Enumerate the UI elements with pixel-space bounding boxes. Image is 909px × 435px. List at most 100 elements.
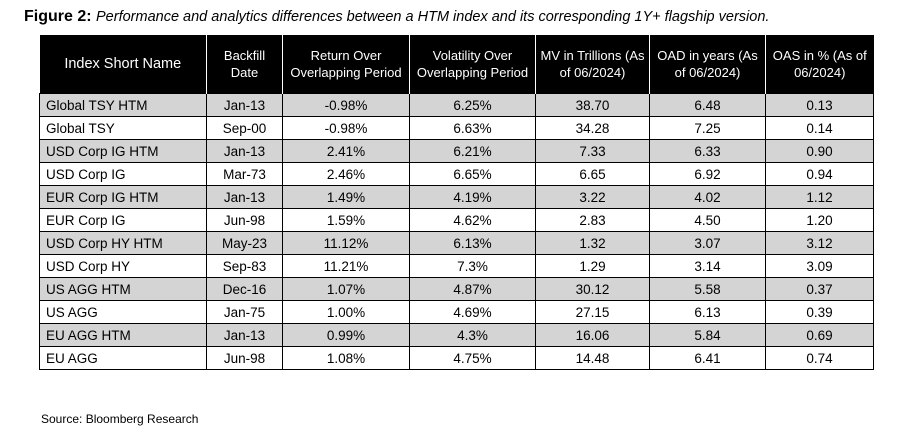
cell-index-name: USD Corp IG <box>39 162 207 186</box>
cell-return: 1.59% <box>282 208 410 232</box>
cell-backfill-date: Sep-83 <box>206 254 283 278</box>
cell-backfill-date: Sep-00 <box>206 116 283 140</box>
cell-index-name: Global TSY HTM <box>39 93 207 117</box>
cell-mv: 27.15 <box>535 300 650 324</box>
header-return: Return Over Overlapping Period <box>282 35 410 94</box>
cell-index-name: USD Corp IG HTM <box>39 139 207 163</box>
cell-volatility: 4.19% <box>409 185 536 209</box>
cell-oad: 6.13 <box>649 300 766 324</box>
cell-backfill-date: Jan-13 <box>206 93 283 117</box>
cell-volatility: 4.62% <box>409 208 536 232</box>
cell-return: 2.46% <box>282 162 410 186</box>
header-oas: OAS in % (As of 06/2024) <box>765 35 874 94</box>
table-row: EUR Corp IG HTM Jan-13 1.49% 4.19% 3.22 4.02 1… <box>39 185 874 209</box>
cell-backfill-date: Jan-13 <box>206 139 283 163</box>
cell-oad: 7.25 <box>649 116 766 140</box>
cell-return: 1.07% <box>282 277 410 301</box>
cell-mv: 16.06 <box>535 323 650 347</box>
cell-mv: 38.70 <box>535 93 650 117</box>
cell-mv: 2.83 <box>535 208 650 232</box>
cell-oas: 0.39 <box>765 300 874 324</box>
source-note: Source: Bloomberg Research <box>41 412 199 426</box>
header-volatility: Volatility Over Overlapping Period <box>409 35 536 94</box>
cell-index-name: Global TSY <box>39 116 207 140</box>
cell-oad: 4.02 <box>649 185 766 209</box>
cell-return: -0.98% <box>282 116 410 140</box>
cell-mv: 1.32 <box>535 231 650 255</box>
comparison-table: Index Short Name Backfill Date Return Ov… <box>39 35 874 370</box>
cell-oad: 6.41 <box>649 346 766 370</box>
table-row: USD Corp HY HTM May-23 11.12% 6.13% 1.32 3.07… <box>39 231 874 255</box>
table-row: US AGG Jan-75 1.00% 4.69% 27.15 6.13 0.39 <box>39 300 874 324</box>
header-index-name: Index Short Name <box>39 35 207 94</box>
table-row: USD Corp IG Mar-73 2.46% 6.65% 6.65 6.92 0.94 <box>39 162 874 186</box>
table-row: EUR Corp IG Jun-98 1.59% 4.62% 2.83 4.50 1.20 <box>39 208 874 232</box>
cell-mv: 34.28 <box>535 116 650 140</box>
cell-return: 1.49% <box>282 185 410 209</box>
figure-caption: Figure 2: Performance and analytics diff… <box>24 8 769 26</box>
cell-index-name: USD Corp HY HTM <box>39 231 207 255</box>
cell-backfill-date: Mar-73 <box>206 162 283 186</box>
cell-mv: 7.33 <box>535 139 650 163</box>
header-oad: OAD in years (As of 06/2024) <box>649 35 766 94</box>
table-row: EU AGG HTM Jan-13 0.99% 4.3% 16.06 5.84 0.69 <box>39 323 874 347</box>
cell-oad: 5.84 <box>649 323 766 347</box>
cell-oas: 0.37 <box>765 277 874 301</box>
cell-volatility: 6.13% <box>409 231 536 255</box>
cell-oas: 0.14 <box>765 116 874 140</box>
cell-volatility: 7.3% <box>409 254 536 278</box>
cell-backfill-date: Jun-98 <box>206 208 283 232</box>
cell-oas: 1.20 <box>765 208 874 232</box>
cell-return: 0.99% <box>282 323 410 347</box>
cell-return: 1.00% <box>282 300 410 324</box>
cell-volatility: 4.75% <box>409 346 536 370</box>
cell-index-name: EU AGG HTM <box>39 323 207 347</box>
cell-oas: 0.90 <box>765 139 874 163</box>
header-backfill-date: Backfill Date <box>206 35 283 94</box>
cell-volatility: 4.87% <box>409 277 536 301</box>
cell-oas: 0.74 <box>765 346 874 370</box>
cell-return: -0.98% <box>282 93 410 117</box>
cell-volatility: 4.3% <box>409 323 536 347</box>
table-body: Global TSY HTM Jan-13 -0.98% 6.25% 38.70 6.48… <box>39 93 874 370</box>
cell-index-name: EUR Corp IG HTM <box>39 185 207 209</box>
cell-backfill-date: Jan-13 <box>206 323 283 347</box>
cell-oad: 4.50 <box>649 208 766 232</box>
cell-backfill-date: Jun-98 <box>206 346 283 370</box>
figure-label: Figure 2: <box>24 8 92 25</box>
cell-oad: 3.07 <box>649 231 766 255</box>
cell-volatility: 4.69% <box>409 300 536 324</box>
cell-oad: 6.92 <box>649 162 766 186</box>
cell-oas: 0.69 <box>765 323 874 347</box>
cell-oad: 6.48 <box>649 93 766 117</box>
cell-backfill-date: Jan-13 <box>206 185 283 209</box>
cell-index-name: EUR Corp IG <box>39 208 207 232</box>
cell-volatility: 6.25% <box>409 93 536 117</box>
cell-oas: 3.09 <box>765 254 874 278</box>
figure-title: Performance and analytics differences be… <box>96 9 770 25</box>
cell-mv: 6.65 <box>535 162 650 186</box>
cell-volatility: 6.21% <box>409 139 536 163</box>
cell-return: 11.21% <box>282 254 410 278</box>
cell-oas: 0.94 <box>765 162 874 186</box>
cell-oas: 1.12 <box>765 185 874 209</box>
cell-mv: 30.12 <box>535 277 650 301</box>
header-row: Index Short Name Backfill Date Return Ov… <box>39 35 874 94</box>
cell-oas: 0.13 <box>765 93 874 117</box>
cell-index-name: EU AGG <box>39 346 207 370</box>
cell-backfill-date: Dec-16 <box>206 277 283 301</box>
cell-oad: 3.14 <box>649 254 766 278</box>
cell-oas: 3.12 <box>765 231 874 255</box>
cell-backfill-date: May-23 <box>206 231 283 255</box>
table-row: Global TSY Sep-00 -0.98% 6.63% 34.28 7.25 0.14 <box>39 116 874 140</box>
cell-mv: 3.22 <box>535 185 650 209</box>
table-row: USD Corp IG HTM Jan-13 2.41% 6.21% 7.33 6.33 0… <box>39 139 874 163</box>
header-mv: MV in Trillions (As of 06/2024) <box>535 35 650 94</box>
cell-oad: 5.58 <box>649 277 766 301</box>
cell-volatility: 6.65% <box>409 162 536 186</box>
cell-volatility: 6.63% <box>409 116 536 140</box>
cell-index-name: US AGG HTM <box>39 277 207 301</box>
cell-backfill-date: Jan-75 <box>206 300 283 324</box>
cell-mv: 14.48 <box>535 346 650 370</box>
cell-oad: 6.33 <box>649 139 766 163</box>
